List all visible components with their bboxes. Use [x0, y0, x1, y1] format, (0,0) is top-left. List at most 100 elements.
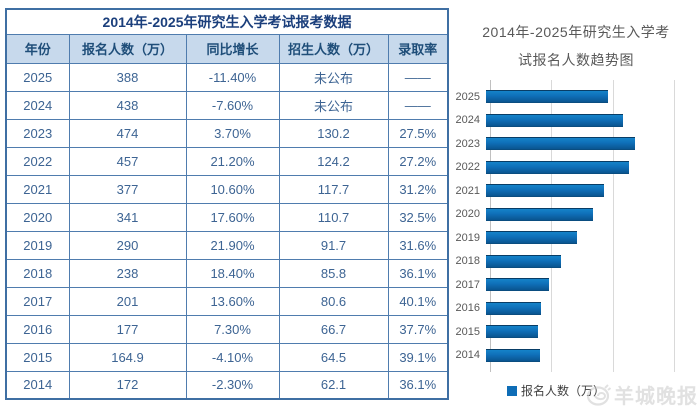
chart-bar — [486, 160, 630, 174]
table-cell-admitted: 130.2 — [278, 118, 389, 148]
table-cell-year: 2021 — [5, 174, 70, 204]
table-cell-applicants: 377 — [68, 174, 187, 204]
table-cell-year: 2014 — [5, 370, 70, 400]
chart-category-label: 2025 — [455, 90, 480, 103]
table-cell-admitted: 91.7 — [278, 230, 389, 260]
chart-category-label: 2014 — [455, 349, 480, 362]
chart-bar — [486, 278, 549, 292]
table-cell-yoy-growth: 21.90% — [185, 230, 280, 260]
table-row: 2020 341 17.60% 110.7 32.5% — [5, 202, 449, 232]
chart-bar-track — [486, 254, 674, 268]
table-cell-admitted: 80.6 — [278, 286, 389, 316]
table-row: 2025 388 -11.40% 未公布 —— — [5, 62, 449, 92]
table-cell-applicants: 388 — [68, 62, 187, 92]
chart-bar-row: 2022 — [452, 156, 700, 179]
table-cell-year: 2015 — [5, 342, 70, 372]
chart-title: 2014年-2025年研究生入学考 试报名人数趋势图 — [452, 18, 700, 74]
chart-bar-track — [486, 348, 674, 362]
table-row: 2014 172 -2.30% 62.1 36.1% — [5, 370, 449, 400]
table-cell-year: 2019 — [5, 230, 70, 260]
table-row: 2021 377 10.60% 117.7 31.2% — [5, 174, 449, 204]
table-cell-yoy-growth: 7.30% — [185, 314, 280, 344]
header-yoy-growth: 同比增长 — [185, 33, 280, 64]
table-cell-yoy-growth: 18.40% — [185, 258, 280, 288]
table-row: 2016 177 7.30% 66.7 37.7% — [5, 314, 449, 344]
table-cell-admission-rate: 39.1% — [387, 342, 449, 372]
chart-bar-row: 2019 — [452, 226, 700, 249]
table-cell-year: 2018 — [5, 258, 70, 288]
gridline-200 — [551, 80, 553, 372]
table-cell-admission-rate: 36.1% — [387, 258, 449, 288]
table-cell-applicants: 238 — [68, 258, 187, 288]
chart-bar-row: 2016 — [452, 297, 700, 320]
table-cell-admitted: 124.2 — [278, 146, 389, 176]
table-cell-admission-rate: 40.1% — [387, 286, 449, 316]
chart-bar-row: 2024 — [452, 109, 700, 132]
table-cell-applicants: 341 — [68, 202, 187, 232]
table-cell-admitted: 62.1 — [278, 370, 389, 400]
chart-bar-track — [486, 278, 674, 292]
chart-bar-track — [486, 90, 674, 103]
chart-bar-track — [486, 207, 674, 221]
chart-plot-area: 2025 2024 2023 2022 2021 2020 2019 2018 2017 2016… — [452, 80, 700, 372]
chart-bar-row: 2014 — [452, 344, 700, 367]
table-cell-applicants: 438 — [68, 90, 187, 120]
chart-bar-track — [486, 160, 674, 174]
chart-bar-row: 2020 — [452, 203, 700, 226]
chart-rows: 2025 2024 2023 2022 2021 2020 2019 2018 2017 2016… — [452, 84, 700, 368]
chart-bar-track — [486, 325, 674, 339]
table-cell-yoy-growth: -4.10% — [185, 342, 280, 372]
table-header-row: 年份 报名人数（万） 同比增长 招生人数（万） 录取率 — [5, 33, 449, 64]
chart-bar — [486, 231, 577, 245]
table-title: 2014年-2025年研究生入学考试报考数据 — [5, 8, 449, 35]
chart-bar-row: 2021 — [452, 179, 700, 202]
table-cell-admission-rate: 31.2% — [387, 174, 449, 204]
table-cell-year: 2025 — [5, 62, 70, 92]
table-cell-admitted: 66.7 — [278, 314, 389, 344]
chart-category-label: 2019 — [455, 231, 480, 244]
chart-title-line-2: 试报名人数趋势图 — [518, 52, 634, 68]
table-cell-yoy-growth: 10.60% — [185, 174, 280, 204]
chart-category-label: 2022 — [455, 161, 480, 174]
chart-legend: 报名人数（万） — [452, 382, 660, 399]
y-axis-line — [490, 80, 491, 372]
table-row: 2024 438 -7.60% 未公布 —— — [5, 90, 449, 120]
chart-category-label: 2021 — [455, 184, 480, 197]
chart-bar-row: 2025 — [452, 85, 700, 108]
exam-table-body: 2025 388 -11.40% 未公布 —— 2024 438 -7.60% 未公布 —— 202… — [5, 62, 449, 400]
table-cell-applicants: 201 — [68, 286, 187, 316]
chart-category-label: 2016 — [455, 302, 480, 315]
table-cell-admitted: 64.5 — [278, 342, 389, 372]
table-row: 2015 164.9 -4.10% 64.5 39.1% — [5, 342, 449, 372]
exam-data-table: 2014年-2025年研究生入学考试报考数据 年份 报名人数（万） 同比增长 招… — [5, 8, 450, 400]
header-admitted: 招生人数（万） — [278, 33, 389, 64]
table-cell-year: 2024 — [5, 90, 70, 120]
chart-bar-row: 2015 — [452, 320, 700, 343]
chart-category-label: 2024 — [455, 114, 480, 127]
table-cell-yoy-growth: 13.60% — [185, 286, 280, 316]
table-cell-applicants: 290 — [68, 230, 187, 260]
exam-data-table-panel: 2014年-2025年研究生入学考试报考数据 年份 报名人数（万） 同比增长 招… — [5, 8, 450, 400]
chart-bar — [486, 254, 561, 268]
chart-category-label: 2018 — [455, 255, 480, 268]
chart-bar — [486, 184, 605, 198]
table-cell-admission-rate: 32.5% — [387, 202, 449, 232]
table-row: 2019 290 21.90% 91.7 31.6% — [5, 230, 449, 260]
table-cell-admitted: 110.7 — [278, 202, 389, 232]
trend-chart-panel: 2014年-2025年研究生入学考 试报名人数趋势图 2025 2024 2023 2… — [452, 0, 700, 413]
table-cell-yoy-growth: 3.70% — [185, 118, 280, 148]
chart-bar-track — [486, 231, 674, 245]
chart-bar — [486, 90, 608, 103]
table-cell-admission-rate: 37.7% — [387, 314, 449, 344]
table-row: 2023 474 3.70% 130.2 27.5% — [5, 118, 449, 148]
table-cell-applicants: 457 — [68, 146, 187, 176]
table-cell-year: 2023 — [5, 118, 70, 148]
table-cell-yoy-growth: -2.30% — [185, 370, 280, 400]
header-applicants: 报名人数（万） — [68, 33, 187, 64]
chart-bar-row: 2023 — [452, 132, 700, 155]
chart-gridlines — [490, 80, 675, 372]
table-cell-year: 2016 — [5, 314, 70, 344]
chart-bar — [486, 113, 624, 127]
table-cell-admitted: 未公布 — [278, 62, 389, 92]
